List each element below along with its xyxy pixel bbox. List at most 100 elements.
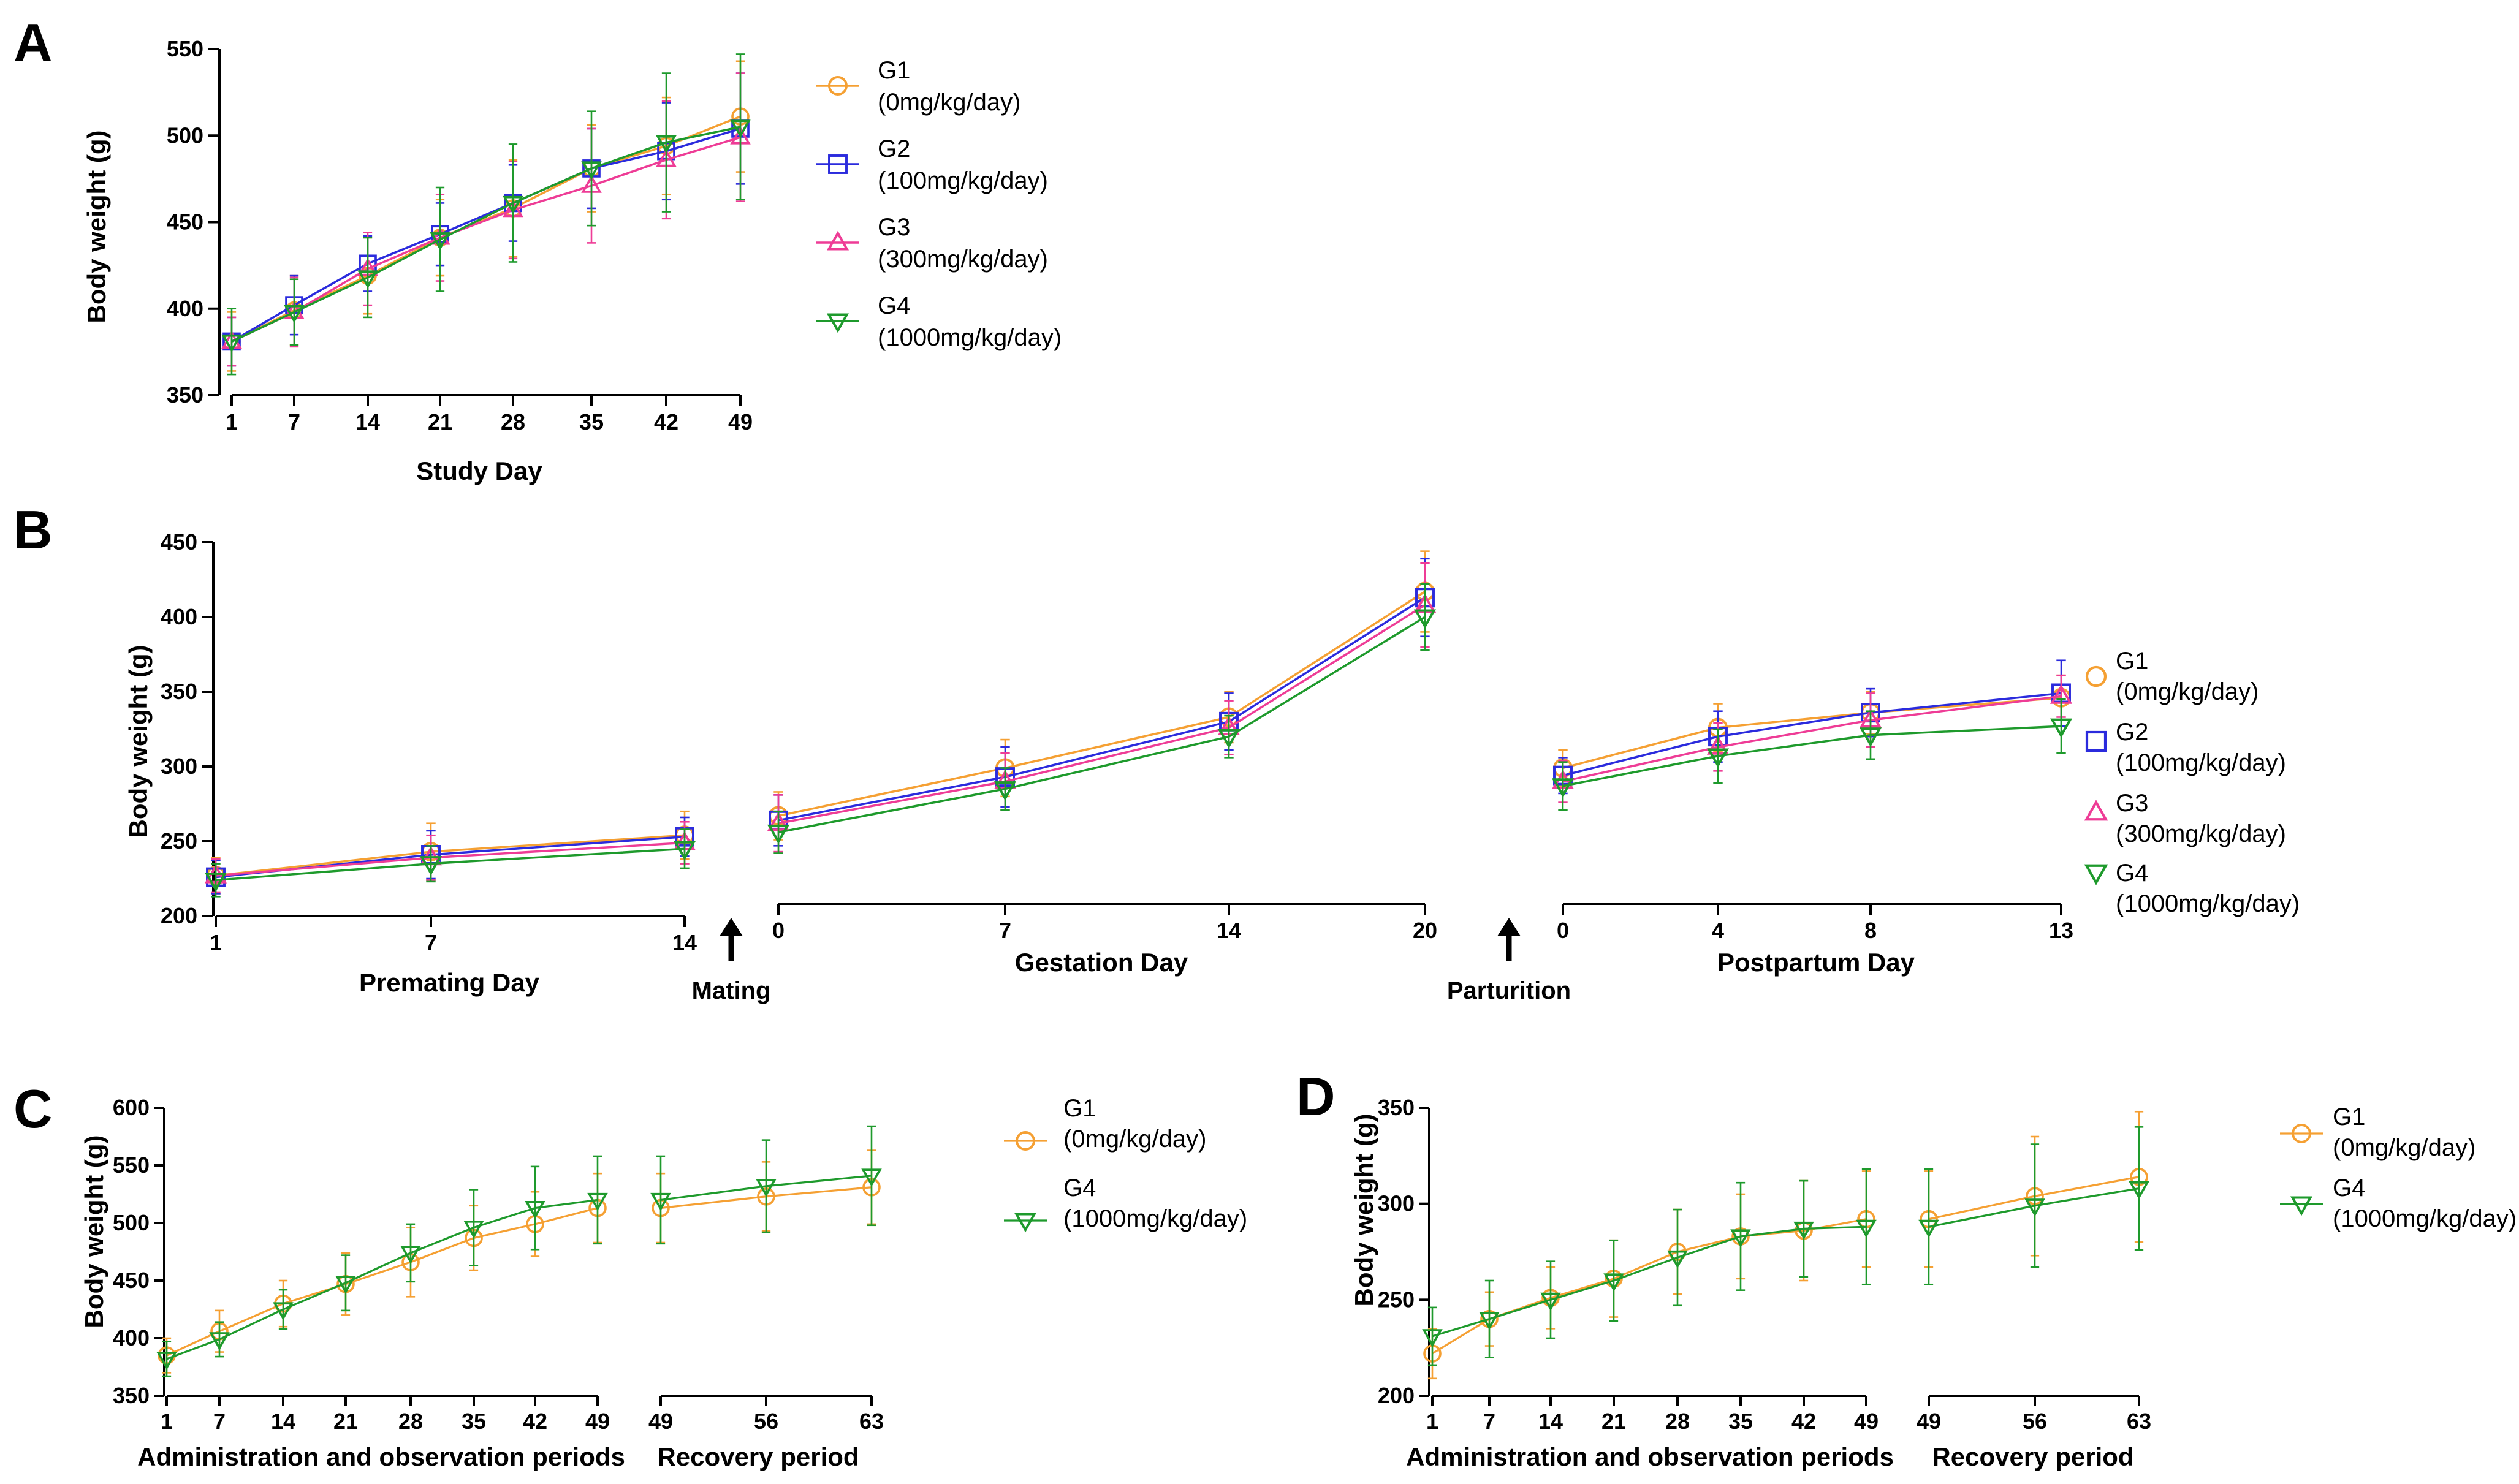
data-point-b-g4-1-1: [994, 781, 1017, 801]
plot-panel-c: 350 400 450 500 550 600 1 7 14 21 28 35 42 49 49 56 63: [113, 1095, 1047, 1434]
data-point-c-g4-0-6: [525, 1200, 545, 1219]
legend-b: G1 (0mg/kg/day) G2 (100mg/kg/day) G3 (30…: [2116, 648, 2300, 917]
y-axis-title-d: Body weight (g): [1350, 1114, 1378, 1307]
series-c-g4: [156, 1125, 882, 1377]
x-tick-label-d-0-7: 49: [1854, 1409, 1879, 1434]
x-tick-label-d-0-4: 28: [1665, 1409, 1690, 1434]
y-tick-label-d-1: 250: [1378, 1287, 1415, 1312]
series-line-b-g3-0: [215, 841, 685, 877]
x-tick-label-a-0-4: 28: [501, 409, 525, 434]
x-tick-label-b-1-2: 14: [1217, 918, 1241, 943]
data-point-b-g4-2-1: [1706, 748, 1730, 768]
legend-symbol-a-g3: [826, 230, 849, 251]
x-tick-label-d-0-2: 14: [1538, 1409, 1563, 1434]
data-point-c-g4-0-3: [335, 1276, 356, 1294]
legend-symbol-a-g1: [828, 76, 848, 96]
x-tick-label-b-1-0: 0: [772, 918, 785, 943]
x-tick-label-b-1-3: 20: [1413, 918, 1437, 943]
x-tick-label-c-0-3: 21: [333, 1409, 358, 1434]
data-point-a-g4-0-0: [221, 334, 242, 353]
x-tick-label-b-2-2: 8: [1864, 918, 1877, 943]
data-point-c-g4-0-5: [463, 1220, 484, 1239]
y-tick-label-b-5: 450: [161, 529, 197, 555]
legend-symbol-b-g4: [2084, 864, 2108, 885]
y-tick-label-b-4: 400: [161, 604, 197, 629]
x-tick-label-a-0-1: 7: [288, 409, 300, 434]
y-tick-label-a-4: 550: [167, 36, 203, 61]
series-line-a-g3-0: [231, 136, 741, 343]
panel-label-d: D: [1296, 1066, 1335, 1127]
x-axis-title-study-day: Study Day: [416, 456, 542, 485]
plot-panel-d: 200 250 300 350 1 7 14 21 28 35 42 49 49 56 63: [1378, 1095, 2323, 1434]
y-tick-label-c-5: 600: [113, 1095, 150, 1120]
y-axis-title-a: Body weight (g): [82, 131, 111, 324]
legend-c: G1 (0mg/kg/day) G4 (1000mg/kg/day): [1063, 1095, 1247, 1232]
legend-c-g1-dose: (0mg/kg/day): [1063, 1126, 1206, 1153]
mating-label: Mating: [692, 977, 771, 1004]
legend-d: G1 (0mg/kg/day) G4 (1000mg/kg/day): [2333, 1104, 2517, 1232]
legend-d-g4-dose: (1000mg/kg/day): [2333, 1205, 2517, 1232]
y-tick-label-a-1: 400: [167, 296, 203, 321]
panel-label-c: C: [13, 1078, 53, 1139]
data-point-b-g4-0-0: [204, 872, 227, 892]
data-point-b-g4-2-0: [1551, 778, 1575, 798]
x-axis-title-premating-day: Premating Day: [359, 968, 540, 997]
legend-b-g3-name: G3: [2116, 790, 2148, 817]
data-point-a-g4-0-1: [284, 305, 305, 324]
y-tick-label-b-0: 200: [161, 903, 197, 928]
x-tick-label-d-1-0: 49: [1917, 1409, 1941, 1434]
series-line-a-g2-0: [231, 127, 741, 343]
data-point-b-g4-1-0: [767, 824, 790, 844]
data-point-c-g4-0-7: [587, 1192, 608, 1211]
x-tick-label-a-0-7: 49: [728, 409, 753, 434]
data-point-c-g4-1-1: [756, 1179, 777, 1197]
x-tick-label-d-0-6: 42: [1791, 1409, 1816, 1434]
data-point-d-g4-1-0: [1918, 1219, 1939, 1238]
data-point-d-g4-0-6: [1793, 1221, 1814, 1240]
data-point-a-g4-0-3: [430, 232, 450, 251]
series-line-b-g4-1: [778, 616, 1426, 834]
legend-a-g4-name: G4: [878, 292, 910, 319]
parturition-annotation: Parturition: [1447, 918, 1571, 1004]
x-tick-label-b-2-1: 4: [1712, 918, 1724, 943]
x-tick-label-a-0-0: 1: [226, 409, 238, 434]
series-line-b-g4-0: [215, 847, 685, 882]
panel-label-b: B: [13, 499, 53, 560]
panel-label-a: A: [13, 12, 53, 73]
x-tick-label-a-0-6: 42: [654, 409, 678, 434]
data-point-b-g4-0-1: [419, 856, 443, 876]
data-point-d-g4-0-7: [1856, 1219, 1877, 1238]
x-tick-label-c-0-2: 14: [271, 1409, 295, 1434]
legend-symbol-b-g2: [2085, 730, 2107, 752]
y-tick-label-b-1: 250: [161, 828, 197, 854]
data-point-c-g4-0-1: [209, 1332, 230, 1350]
legend-d-g1-name: G1: [2333, 1104, 2365, 1130]
y-tick-label-c-0: 350: [113, 1383, 150, 1408]
y-tick-label-d-2: 300: [1378, 1191, 1415, 1216]
data-point-b-g4-1-3: [1413, 609, 1437, 629]
data-point-d-g4-0-4: [1667, 1250, 1688, 1269]
data-point-c-g4-0-4: [400, 1246, 421, 1264]
x-axis-title-d-administration: Administration and observation periods: [1406, 1442, 1894, 1471]
legend-symbol-a-g2: [828, 154, 848, 174]
series-line-d-g4-1: [1928, 1187, 2140, 1228]
y-tick-label-c-2: 450: [113, 1268, 150, 1293]
data-point-c-g4-0-2: [273, 1302, 294, 1320]
x-tick-label-c-0-1: 7: [213, 1409, 226, 1434]
legend-a-g2-dose: (100mg/kg/day): [878, 167, 1048, 194]
legend-b-g4-name: G4: [2116, 860, 2148, 887]
series-d-g4: [1422, 1126, 2149, 1366]
y-tick-label-c-1: 400: [113, 1325, 150, 1350]
data-point-c-g4-1-0: [650, 1192, 671, 1211]
legend-c-g4-name: G4: [1063, 1175, 1096, 1202]
data-point-b-g4-0-2: [673, 841, 696, 861]
x-tick-label-a-0-2: 14: [355, 409, 380, 434]
legend-symbol-a-g4: [826, 313, 849, 333]
x-tick-label-d-0-3: 21: [1601, 1409, 1626, 1434]
x-tick-label-d-0-5: 35: [1728, 1409, 1753, 1434]
x-tick-label-b-2-0: 0: [1557, 918, 1569, 943]
y-axis-title-c: Body weight (g): [80, 1135, 108, 1328]
x-tick-label-a-0-3: 21: [428, 409, 452, 434]
series-line-b-g2-2: [1562, 692, 2062, 777]
data-point-d-g4-0-1: [1479, 1312, 1500, 1330]
